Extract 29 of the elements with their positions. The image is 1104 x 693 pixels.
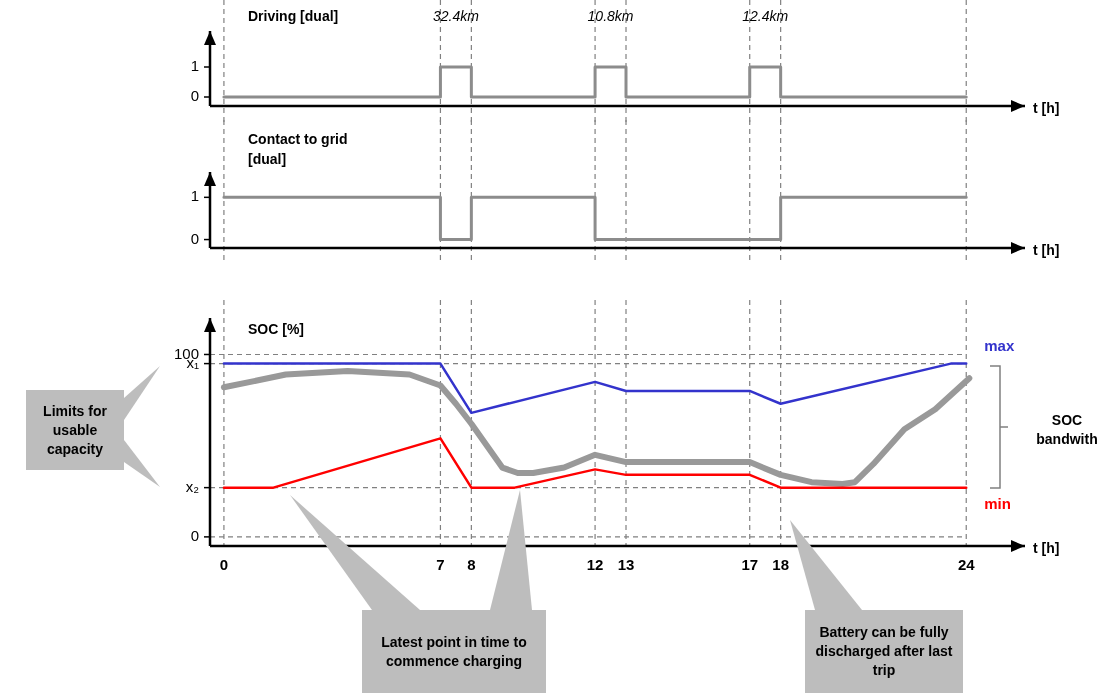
x-tick-label: 0 <box>219 556 229 574</box>
x-tick-label: 8 <box>467 556 476 574</box>
y-tick-label: 1 <box>190 57 199 75</box>
text: 32.4km <box>432 7 480 24</box>
x-tick-label: 24 <box>957 556 976 574</box>
x-tick-label: 18 <box>772 556 789 574</box>
y-tick-label: 0 <box>190 527 199 545</box>
text: SOC bandwith <box>1035 411 1099 449</box>
text: Latest point in time to commence charging <box>380 632 528 671</box>
chart-title: SOC [%] <box>248 320 304 337</box>
x-axis-title: t [h] <box>1033 241 1060 258</box>
chart-title: Contact to grid [dual] <box>248 130 348 167</box>
x-axis-title: t [h] <box>1033 539 1060 556</box>
y-tick-label: 0 <box>190 229 199 247</box>
x-tick-label: 7 <box>436 556 445 574</box>
text: Limits for usable capacity <box>42 401 108 459</box>
series-label: max <box>984 336 1015 354</box>
series-label: min <box>984 494 1011 512</box>
y-tick-label: x₂ <box>185 477 200 495</box>
chart-title: Driving [dual] <box>248 7 339 24</box>
x-tick-label: 13 <box>617 556 635 574</box>
text: 10.8km <box>587 7 634 24</box>
text: 12.4km <box>742 7 789 24</box>
x-tick-label: 12 <box>586 556 604 574</box>
y-tick-label: 1 <box>190 187 199 205</box>
text: Battery can be fully discharged after last trip <box>814 623 954 680</box>
x-tick-label: 17 <box>741 556 759 574</box>
y-tick-label: 0 <box>190 87 199 105</box>
x-axis-title: t [h] <box>1033 99 1060 116</box>
